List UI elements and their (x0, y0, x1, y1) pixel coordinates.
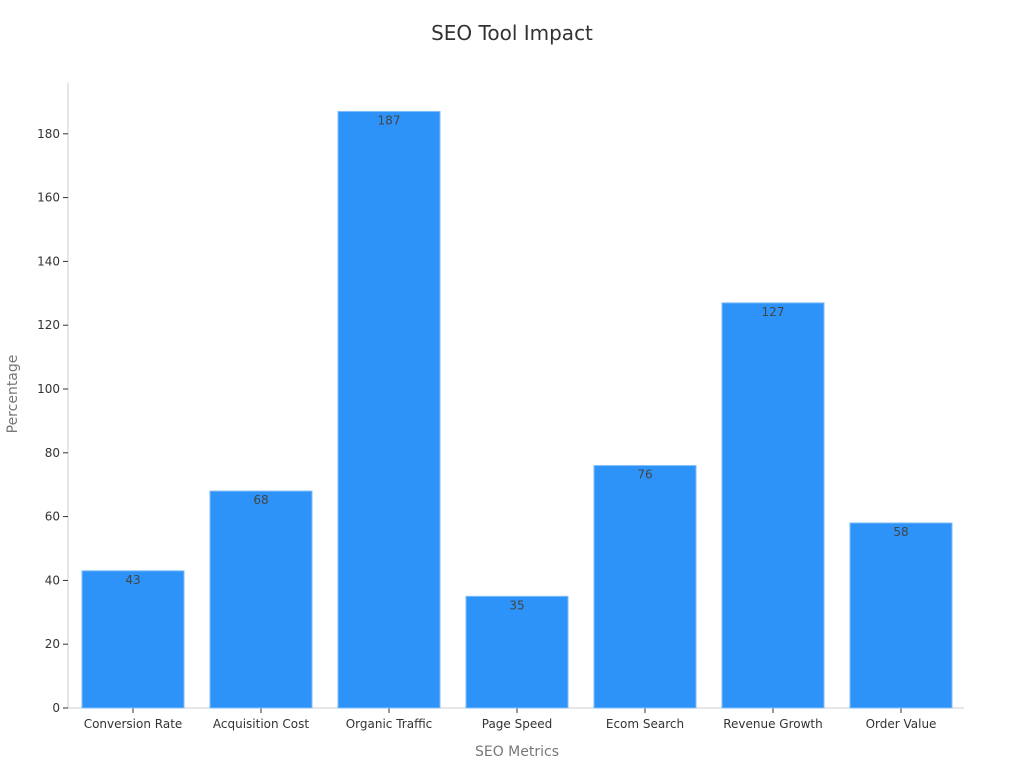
bar (721, 302, 825, 709)
x-tick-label: Organic Traffic (346, 717, 433, 731)
bar (81, 570, 185, 709)
y-tick-label: 120 (37, 318, 60, 332)
y-tick-label: 20 (45, 637, 60, 651)
x-tick-label: Order Value (866, 717, 937, 731)
y-axis-label: Percentage (5, 355, 21, 434)
bar-labels-group: 43 68 187 35 76 127 58 (125, 113, 908, 612)
bar-value-label: 43 (125, 573, 140, 587)
x-axis: Conversion Rate Acquisition Cost Organic T… (68, 707, 964, 731)
bar (593, 465, 697, 709)
x-tick-label: Ecom Search (606, 717, 684, 731)
y-tick-label: 60 (45, 510, 60, 524)
bar-value-label: 68 (253, 493, 268, 507)
bar (849, 522, 953, 709)
bar-value-label: 187 (378, 113, 401, 127)
bar (465, 595, 569, 709)
bar (337, 110, 441, 709)
y-tick-label: 180 (37, 127, 60, 141)
y-tick-label: 100 (37, 382, 60, 396)
x-tick-label: Acquisition Cost (213, 717, 310, 731)
bars-group (81, 110, 953, 709)
chart-title: SEO Tool Impact (431, 21, 593, 45)
bar-value-label: 127 (762, 305, 785, 319)
x-tick-label: Revenue Growth (723, 717, 823, 731)
bar-value-label: 58 (893, 525, 908, 539)
x-ticks: Conversion Rate Acquisition Cost Organic T… (84, 708, 937, 731)
y-tick-label: 80 (45, 446, 60, 460)
y-axis: 0 20 40 60 80 100 120 140 160 180 (37, 82, 69, 715)
x-tick-label: Page Speed (482, 717, 552, 731)
y-tick-label: 0 (52, 701, 60, 715)
y-tick-label: 40 (45, 573, 60, 587)
y-ticks: 0 20 40 60 80 100 120 140 160 180 (37, 127, 68, 715)
bar-value-label: 76 (637, 468, 652, 482)
y-tick-label: 160 (37, 191, 60, 205)
bar (209, 490, 313, 709)
bar-value-label: 35 (509, 598, 524, 612)
x-tick-label: Conversion Rate (84, 717, 183, 731)
x-axis-label: SEO Metrics (475, 744, 559, 760)
y-tick-label: 140 (37, 254, 60, 268)
